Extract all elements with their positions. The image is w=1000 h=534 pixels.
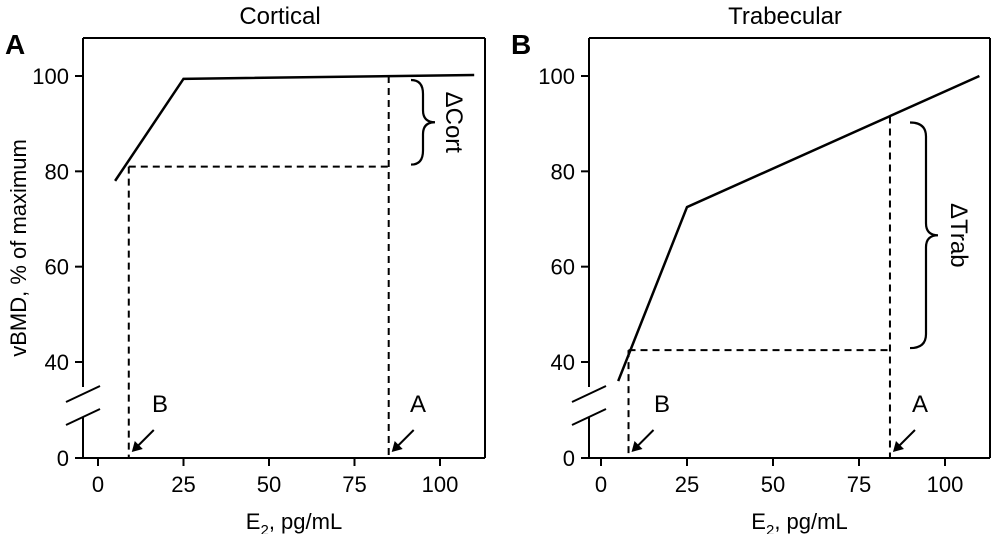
difference-label: ΔTrab [945, 203, 972, 267]
difference-brace [410, 78, 436, 166]
marker-b-label: B [654, 391, 670, 418]
x-axis-label-main: E [751, 509, 766, 534]
x-tick-label: 25 [675, 472, 699, 497]
y-tick-label: 60 [551, 255, 575, 280]
chart-title: Cortical [239, 3, 320, 30]
chart-title: Trabecular [728, 3, 842, 30]
axis-break-mark [571, 408, 607, 426]
y-tick-label: 100 [32, 64, 69, 89]
arrow-a-head [391, 441, 403, 452]
axis-break-mark [571, 385, 607, 403]
x-axis-label: E2, pg/mL [751, 509, 847, 534]
x-axis-label-unit: , pg/mL [774, 509, 847, 534]
x-tick-label: 0 [595, 472, 607, 497]
y-axis-label: vBMD, % of maximum [6, 139, 31, 357]
x-tick-label: 100 [927, 472, 964, 497]
y-tick-label: 80 [45, 159, 69, 184]
axis-break-mark [65, 408, 101, 426]
series-line [617, 74, 980, 382]
x-axis-label-subscript: 2 [260, 522, 268, 534]
y-tick-label: 0 [563, 446, 575, 471]
x-tick-label: 0 [92, 472, 104, 497]
axis-break-mark [65, 385, 101, 403]
difference-label: ΔCort [440, 92, 467, 154]
x-axis-label-subscript: 2 [766, 522, 774, 534]
x-tick-label: 50 [257, 472, 281, 497]
chart-panel-b: Trabecular B 0 25 50 75 100 0 40 60 80 100 E2, pg/mL… [511, 3, 991, 534]
series-line [114, 73, 475, 182]
y-tick-label: 100 [538, 64, 575, 89]
x-axis-label: E2, pg/mL [246, 509, 342, 534]
panel-label: A [5, 29, 25, 60]
x-tick-label: 75 [342, 472, 366, 497]
marker-a-label: A [912, 391, 928, 418]
x-tick-label: 100 [422, 472, 459, 497]
x-tick-label: 25 [171, 472, 195, 497]
y-tick-label: 0 [57, 446, 69, 471]
difference-brace [909, 121, 939, 350]
x-axis-label-main: E [246, 509, 261, 534]
arrow-b-head [631, 441, 643, 452]
y-tick-label: 60 [45, 255, 69, 280]
arrow-b-head [131, 441, 143, 452]
y-tick-label: 80 [551, 159, 575, 184]
y-tick-label: 40 [551, 350, 575, 375]
x-tick-label: 75 [847, 472, 871, 497]
x-axis-label-unit: , pg/mL [269, 509, 342, 534]
x-tick-label: 50 [761, 472, 785, 497]
y-tick-label: 40 [45, 350, 69, 375]
marker-a-label: A [410, 391, 426, 418]
chart-panel-a: Cortical A 0 25 50 75 100 0 40 60 80 100 E2, pg/mL vB… [5, 3, 486, 534]
panel-label: B [511, 29, 531, 60]
arrow-a-head [892, 441, 904, 452]
marker-b-label: B [152, 391, 168, 418]
